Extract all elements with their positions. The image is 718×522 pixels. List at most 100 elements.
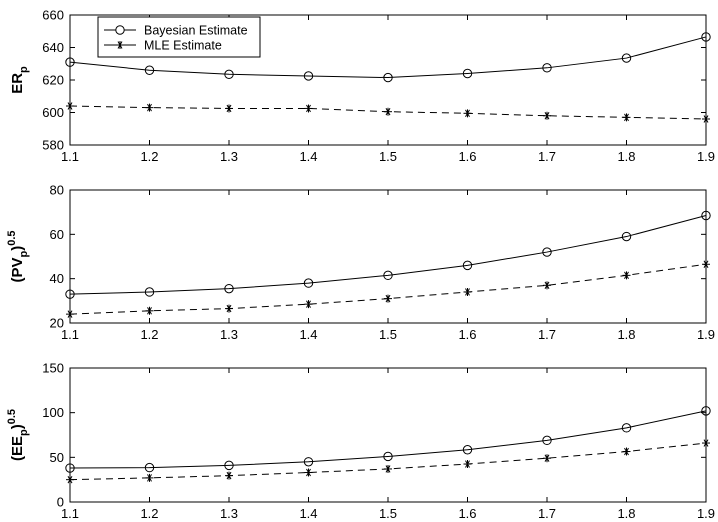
mle-point [543, 111, 551, 120]
y-axis-label-subscript: p [18, 429, 30, 436]
bayesian-point [224, 283, 234, 294]
mle-point [702, 260, 710, 269]
bayesian-point [462, 68, 473, 79]
mle-point [225, 104, 233, 113]
y-axis-label-close: ) [9, 246, 26, 251]
y-tick-label: 640 [42, 40, 64, 55]
mle-point [384, 464, 392, 473]
x-tick-label: 1.9 [697, 506, 715, 521]
x-tick-label: 1.7 [538, 327, 556, 342]
mle-point [225, 471, 233, 480]
mle-point [145, 103, 154, 112]
mle-series-line [69, 263, 707, 315]
y-axis-label-close: ) [9, 424, 26, 429]
bayesian-point [144, 65, 155, 75]
mle-point [702, 115, 710, 123]
x-tick-label: 1.6 [458, 149, 476, 164]
y-axis-label-main: (PV [9, 258, 26, 283]
x-tick-label: 1.2 [140, 149, 158, 164]
y-axis-label: (EEp)0.5 [6, 409, 30, 461]
x-tick-label: 1.2 [140, 327, 158, 342]
x-tick-label: 1.9 [697, 149, 715, 164]
y-axis-label-superscript: 0.5 [6, 230, 18, 245]
mle-point [702, 439, 710, 448]
y-tick-label: 80 [50, 183, 64, 198]
bayesian-point [701, 406, 711, 416]
x-tick-label: 1.4 [299, 327, 317, 342]
x-tick-label: 1.2 [140, 506, 158, 521]
mle-point [225, 304, 233, 313]
bayesian-point [542, 63, 552, 73]
bayesian-point [144, 287, 155, 297]
axes-box [69, 367, 707, 503]
y-tick-label: 0 [57, 495, 64, 510]
y-axis-label-subscript: p [18, 251, 30, 258]
y-axis-label: ERp [9, 66, 30, 94]
y-tick-label: 40 [50, 271, 64, 286]
mle-point [66, 310, 74, 319]
bayesian-point [383, 451, 393, 462]
mle-point [384, 294, 392, 303]
x-tick-label: 1.5 [379, 327, 397, 342]
bayesian-point [224, 69, 234, 80]
mle-point [622, 113, 631, 122]
x-tick-label: 1.3 [220, 327, 238, 342]
bayesian-series-line [69, 410, 707, 469]
x-tick-label: 1.6 [458, 506, 476, 521]
bayesian-point [621, 53, 632, 63]
y-tick-label: 580 [42, 138, 64, 153]
y-axis-label-superscript: 0.5 [6, 409, 18, 424]
legend-star-marker [116, 41, 124, 49]
x-tick-label: 1.7 [538, 149, 556, 164]
mle-point [622, 271, 631, 280]
bayesian-point [383, 270, 393, 281]
x-tick-label: 1.1 [61, 327, 79, 342]
mle-point [543, 454, 551, 463]
bayesian-point [303, 71, 314, 81]
mle-point [304, 300, 313, 309]
y-tick-label: 20 [50, 316, 64, 331]
mle-point [304, 468, 313, 477]
y-tick-label: 600 [42, 105, 64, 120]
x-tick-label: 1.3 [220, 149, 238, 164]
x-tick-label: 1.8 [617, 506, 635, 521]
x-tick-label: 1.4 [299, 506, 317, 521]
panel-1: 1.1 1.2 1.3 1.4 1.5 1.6 1.7 1.8 1.9 580 600 620 640 6… [9, 8, 715, 165]
x-tick-label: 1.9 [697, 327, 715, 342]
panel-2: 1.1 1.2 1.3 1.4 1.5 1.6 1.7 1.8 1.9 20 40 60 80 (PVp)… [6, 183, 715, 343]
x-tick-label: 1.1 [61, 506, 79, 521]
panel-3: 1.1 1.2 1.3 1.4 1.5 1.6 1.7 1.8 1.9 0 50 100 150 (EEp… [6, 361, 715, 522]
bayesian-point [621, 423, 632, 433]
x-tick-label: 1.1 [61, 149, 79, 164]
y-axis-label-subscript: p [18, 66, 30, 73]
y-tick-label: 60 [50, 227, 64, 242]
bayesian-point [462, 260, 473, 271]
bayesian-point [65, 57, 75, 67]
bayesian-point [65, 463, 75, 473]
x-tick-label: 1.3 [220, 506, 238, 521]
mle-point [304, 104, 313, 113]
y-axis-label-main: (EE [9, 436, 26, 461]
bayesian-point [303, 278, 314, 288]
mle-point [463, 287, 472, 296]
mle-point [622, 447, 631, 456]
mle-point [384, 107, 392, 116]
x-tick-label: 1.5 [379, 149, 397, 164]
bayesian-point [701, 32, 711, 42]
x-tick-label: 1.7 [538, 506, 556, 521]
legend-entry-label: MLE Estimate [144, 39, 222, 53]
x-tick-label: 1.4 [299, 149, 317, 164]
mle-point [543, 281, 551, 290]
legend-entry-label: Bayesian Estimate [144, 24, 248, 38]
x-tick-label: 1.8 [617, 327, 635, 342]
y-tick-label: 150 [42, 361, 64, 376]
bayesian-point [224, 460, 234, 471]
mle-series-line [69, 442, 707, 481]
mle-point [463, 109, 472, 118]
y-tick-label: 620 [42, 73, 64, 88]
mle-point [66, 475, 74, 484]
y-axis-label: (PVp)0.5 [6, 230, 30, 282]
y-tick-label: 100 [42, 405, 64, 420]
